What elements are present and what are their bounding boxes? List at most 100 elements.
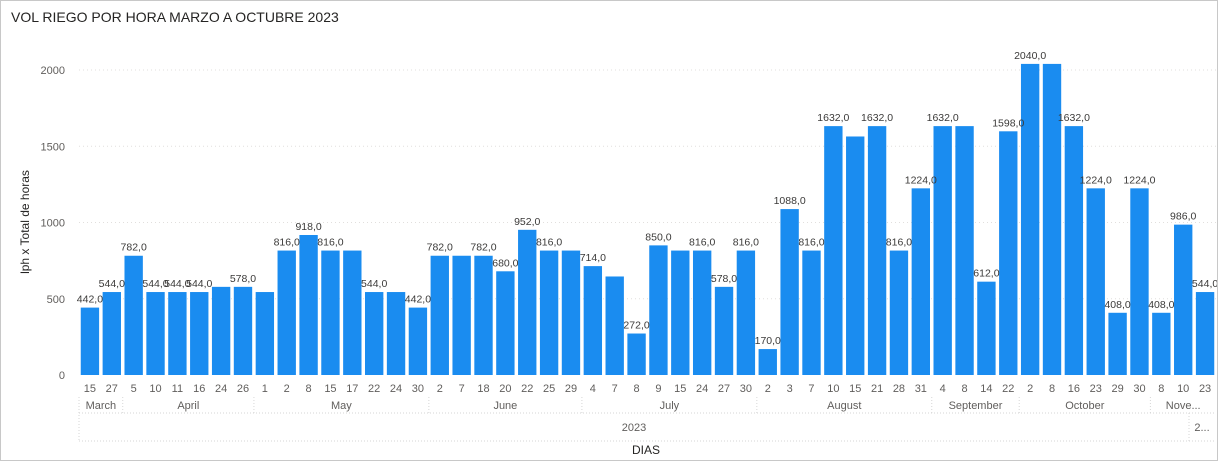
x-tick-label: 20 xyxy=(499,383,511,395)
bar[interactable] xyxy=(889,250,909,375)
bar[interactable] xyxy=(474,255,493,375)
bar[interactable] xyxy=(539,250,559,375)
bars xyxy=(80,63,1215,376)
data-label: 986,0 xyxy=(1170,211,1196,223)
bar[interactable] xyxy=(430,255,449,375)
bar[interactable] xyxy=(802,250,821,375)
bar[interactable] xyxy=(102,292,121,375)
y-tick-label: 1500 xyxy=(41,141,65,153)
x-tick-label: 11 xyxy=(172,383,183,395)
bar[interactable] xyxy=(124,255,143,375)
bar[interactable] xyxy=(299,235,318,375)
data-label: 442,0 xyxy=(405,294,431,306)
data-label: 1224,0 xyxy=(905,174,937,186)
bar[interactable] xyxy=(977,281,996,375)
month-label: October xyxy=(1065,400,1104,412)
data-label: 170,0 xyxy=(755,335,781,347)
bar[interactable] xyxy=(867,126,887,376)
x-tick-label: 2 xyxy=(765,383,771,395)
x-tick-label: 10 xyxy=(827,383,839,395)
data-label: 408,0 xyxy=(1148,299,1174,311)
year-label: 2023 xyxy=(622,422,646,434)
bar[interactable] xyxy=(649,245,668,375)
bar[interactable] xyxy=(255,292,275,375)
bar[interactable] xyxy=(758,349,777,375)
month-label: June xyxy=(493,400,517,412)
bar[interactable] xyxy=(277,250,296,375)
bar[interactable] xyxy=(780,209,799,375)
year-label-overflow: 2... xyxy=(1194,422,1209,434)
bar[interactable] xyxy=(496,271,515,375)
bar[interactable] xyxy=(824,126,843,376)
bar[interactable] xyxy=(736,250,756,375)
bar[interactable] xyxy=(1042,63,1062,376)
bar[interactable] xyxy=(1086,188,1105,375)
data-label: 2040,0 xyxy=(1014,50,1046,62)
x-tick-label: 2 xyxy=(1027,383,1033,395)
bar[interactable] xyxy=(692,250,712,375)
bar[interactable] xyxy=(408,307,428,375)
bar[interactable] xyxy=(955,126,974,376)
x-tick-label: 30 xyxy=(740,383,752,395)
month-label: March xyxy=(86,400,117,412)
bar[interactable] xyxy=(1108,312,1127,375)
y-tick-label: 500 xyxy=(47,294,65,306)
bar[interactable] xyxy=(80,307,100,375)
x-tick-label: 15 xyxy=(324,383,336,395)
bar[interactable] xyxy=(233,286,253,375)
bar[interactable] xyxy=(1020,63,1040,376)
x-tick-label: 31 xyxy=(915,383,927,395)
bar[interactable] xyxy=(168,292,187,375)
bar[interactable] xyxy=(146,292,165,375)
data-label: 816,0 xyxy=(536,237,562,249)
bar[interactable] xyxy=(1174,224,1193,375)
x-tick-label: 22 xyxy=(521,383,533,395)
x-tick-label: 24 xyxy=(696,383,708,395)
bar[interactable] xyxy=(605,276,624,375)
data-label: 1224,0 xyxy=(1080,174,1112,186)
x-tick-label: 8 xyxy=(1158,383,1164,395)
x-tick-label: 30 xyxy=(1133,383,1145,395)
bar[interactable] xyxy=(714,286,734,375)
bar[interactable] xyxy=(1152,312,1171,375)
bar[interactable] xyxy=(933,126,952,376)
bar[interactable] xyxy=(911,188,931,375)
bar[interactable] xyxy=(627,333,646,375)
bar[interactable] xyxy=(343,250,362,375)
x-axis-ticks: 15 27 5 10 11 16 24 26 1 2 8 15 17 22 24 30 2 7 18 20 22 25 29… xyxy=(84,383,1211,395)
x-tick-label: 27 xyxy=(106,383,118,395)
bar[interactable] xyxy=(321,250,340,375)
data-label: 918,0 xyxy=(295,221,321,233)
bar[interactable] xyxy=(518,229,537,375)
bar[interactable] xyxy=(583,266,603,375)
x-tick-label: 27 xyxy=(718,383,730,395)
data-label: 714,0 xyxy=(580,252,606,264)
bar[interactable] xyxy=(211,286,231,375)
bar[interactable] xyxy=(846,136,865,375)
y-tick-label: 1000 xyxy=(41,218,65,230)
x-tick-label: 16 xyxy=(193,383,205,395)
x-tick-label: 23 xyxy=(1199,383,1211,395)
bar[interactable] xyxy=(561,250,581,375)
x-tick-label: 8 xyxy=(634,383,640,395)
bar[interactable] xyxy=(190,292,209,375)
bar[interactable] xyxy=(671,250,690,375)
data-label: 612,0 xyxy=(973,268,999,280)
x-tick-label: 18 xyxy=(477,383,489,395)
x-tick-label: 2 xyxy=(284,383,290,395)
month-label: April xyxy=(177,400,199,412)
data-label: 442,0 xyxy=(77,294,103,306)
bar[interactable] xyxy=(386,292,406,375)
bar[interactable] xyxy=(452,255,471,375)
bar[interactable] xyxy=(999,131,1018,375)
bar[interactable] xyxy=(1064,126,1084,376)
x-tick-label: 10 xyxy=(149,383,161,395)
x-tick-label: 22 xyxy=(1002,383,1014,395)
bar[interactable] xyxy=(364,292,384,375)
data-label: 578,0 xyxy=(230,273,256,285)
bar[interactable] xyxy=(1195,292,1215,375)
x-tick-label: 4 xyxy=(940,383,946,395)
bar[interactable] xyxy=(1130,188,1149,375)
data-label: 544,0 xyxy=(99,278,125,290)
